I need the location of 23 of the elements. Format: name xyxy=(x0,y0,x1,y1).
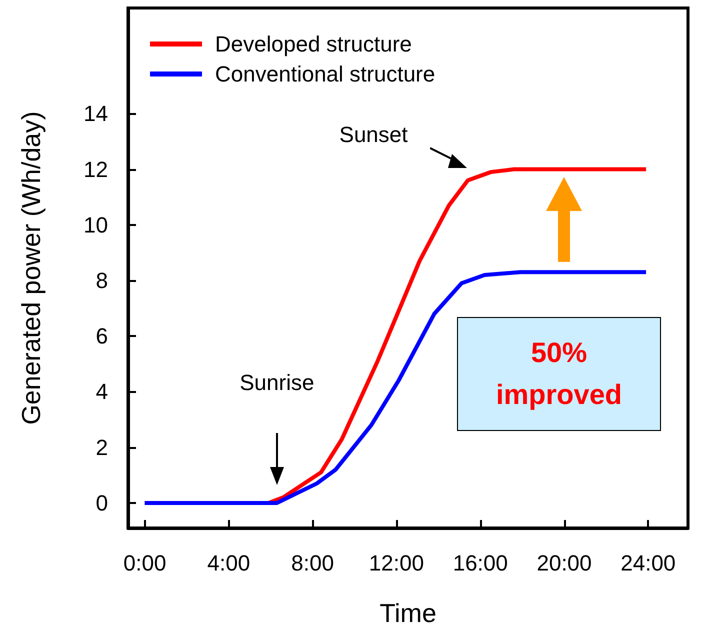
y-tick-label: 6 xyxy=(96,324,108,349)
x-tick-label: 4:00 xyxy=(207,550,250,576)
x-tick-label: 0:00 xyxy=(123,550,166,576)
line-series xyxy=(142,270,648,505)
annotation: Sunset xyxy=(338,122,408,148)
y-tick-label: 0 xyxy=(96,490,108,516)
annotation: 50% improved xyxy=(457,316,661,431)
legend-label: Developed structure xyxy=(215,32,412,56)
x-tick-label: 16:00 xyxy=(452,550,508,576)
annotation: Sunrise xyxy=(238,370,316,396)
x-tick-label: 20:00 xyxy=(536,550,592,576)
y-tick-label: 8 xyxy=(96,268,108,294)
y-tick-label: 14 xyxy=(84,101,108,126)
y-tick-label: 2 xyxy=(96,434,108,460)
x-tick-label: 12:00 xyxy=(368,550,424,576)
x-tick-label: 24:00 xyxy=(620,550,676,576)
y-axis-title: Generated power (Wh/day) xyxy=(16,111,46,425)
y-tick-label: 10 xyxy=(84,212,108,238)
x-tick-label: 8:00 xyxy=(291,550,334,576)
y-tick-label: 4 xyxy=(96,379,108,404)
x-axis-title: Time xyxy=(380,598,436,628)
y-tick-label: 12 xyxy=(84,156,108,182)
legend-label: Conventional structure xyxy=(215,62,436,86)
